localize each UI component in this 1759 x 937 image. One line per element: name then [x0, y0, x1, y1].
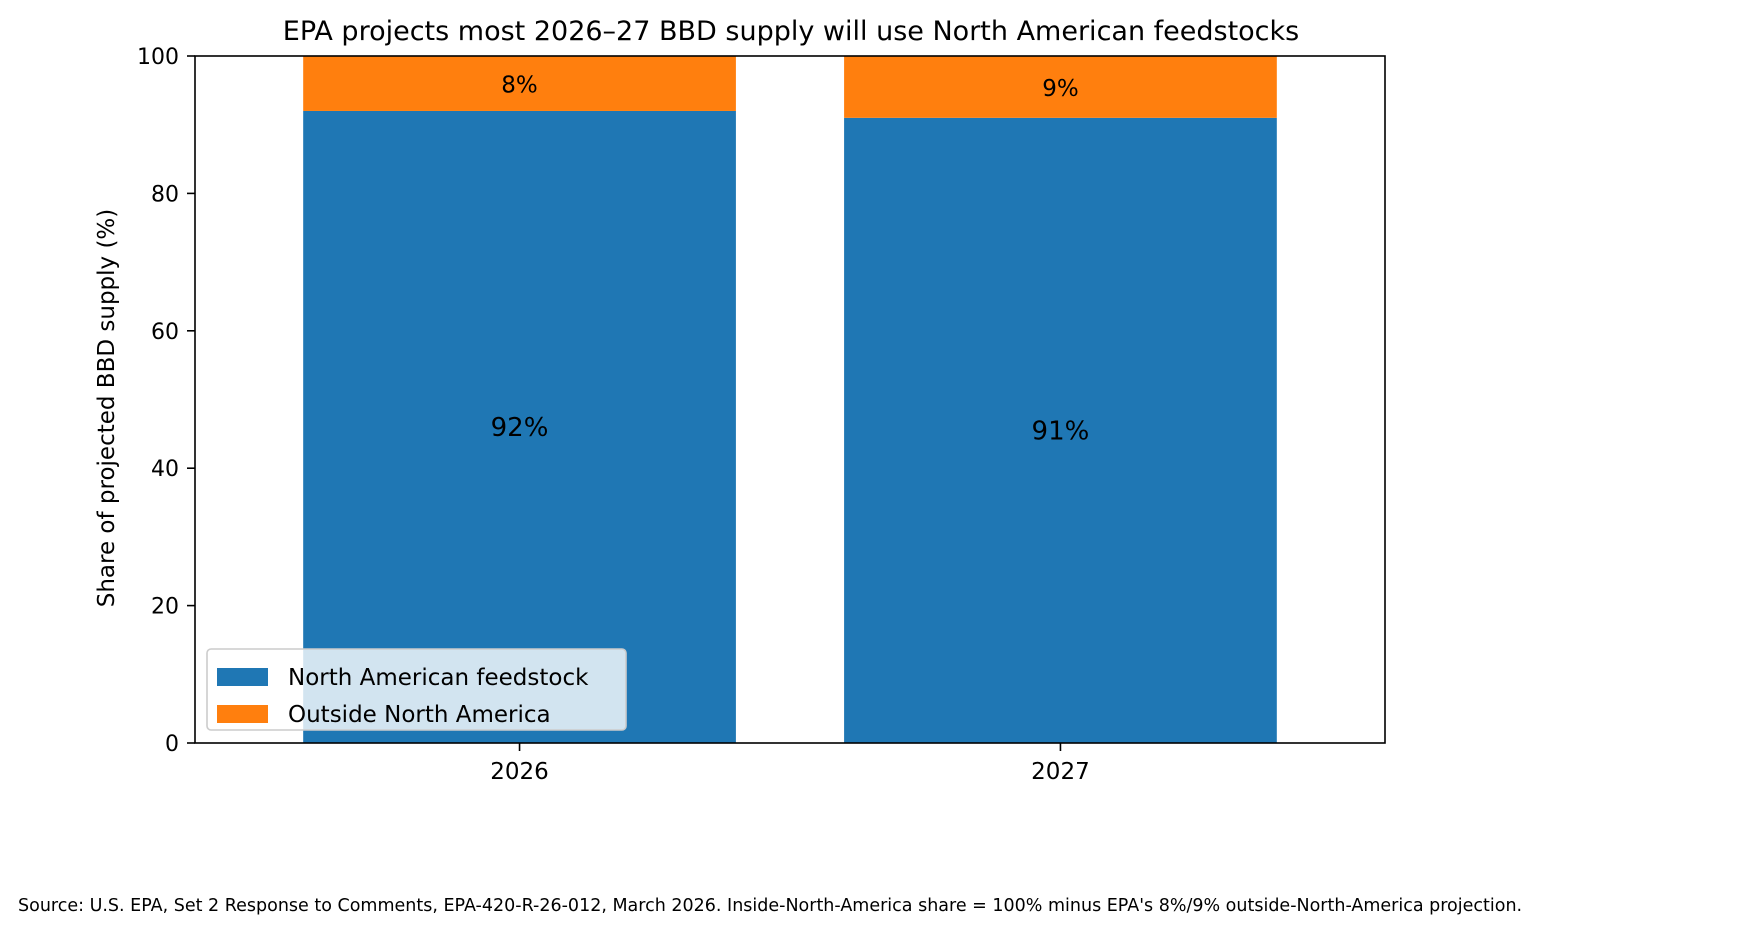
legend-label-0: North American feedstock — [288, 665, 589, 691]
data-label-2027-series-1: 9% — [1042, 76, 1079, 102]
bar-2027-series-0 — [844, 117, 1277, 743]
x-tick-label-2027: 2027 — [1031, 759, 1090, 785]
bar-2027-series-1 — [844, 56, 1277, 118]
legend-swatch-1 — [217, 705, 268, 723]
y-tick-label-20: 20 — [151, 595, 179, 620]
bar-2026-series-0 — [303, 110, 736, 743]
y-tick-label-100: 100 — [137, 45, 179, 70]
legend-box — [206, 648, 627, 731]
bar-2026-series-1 — [303, 56, 736, 111]
chart-title: EPA projects most 2026–27 BBD supply wil… — [283, 16, 1299, 47]
bars-group: 92% 8% 91% 9% — [303, 56, 1277, 743]
y-tick-label-0: 0 — [165, 732, 179, 757]
source-note: Source: U.S. EPA, Set 2 Response to Comm… — [18, 896, 1523, 916]
y-axis: 0 20 40 60 80 100 — [137, 45, 195, 757]
y-tick-label-80: 80 — [151, 182, 179, 207]
plot-frame — [194, 55, 1386, 744]
data-label-2026-series-1: 8% — [501, 72, 538, 98]
y-tick-label-60: 60 — [151, 320, 179, 345]
legend-label-1: Outside North America — [288, 702, 551, 728]
x-tick-label-2026: 2026 — [490, 759, 549, 785]
data-label-2026-series-0: 92% — [491, 413, 549, 443]
y-axis-label: Share of projected BBD supply (%) — [94, 209, 120, 608]
data-label-2027-series-0: 91% — [1032, 416, 1090, 446]
y-tick-label-40: 40 — [151, 457, 179, 482]
x-axis: 2026 2027 — [490, 743, 1090, 785]
legend-swatch-0 — [217, 668, 268, 686]
legend: North American feedstock Outside North Am… — [206, 648, 627, 731]
